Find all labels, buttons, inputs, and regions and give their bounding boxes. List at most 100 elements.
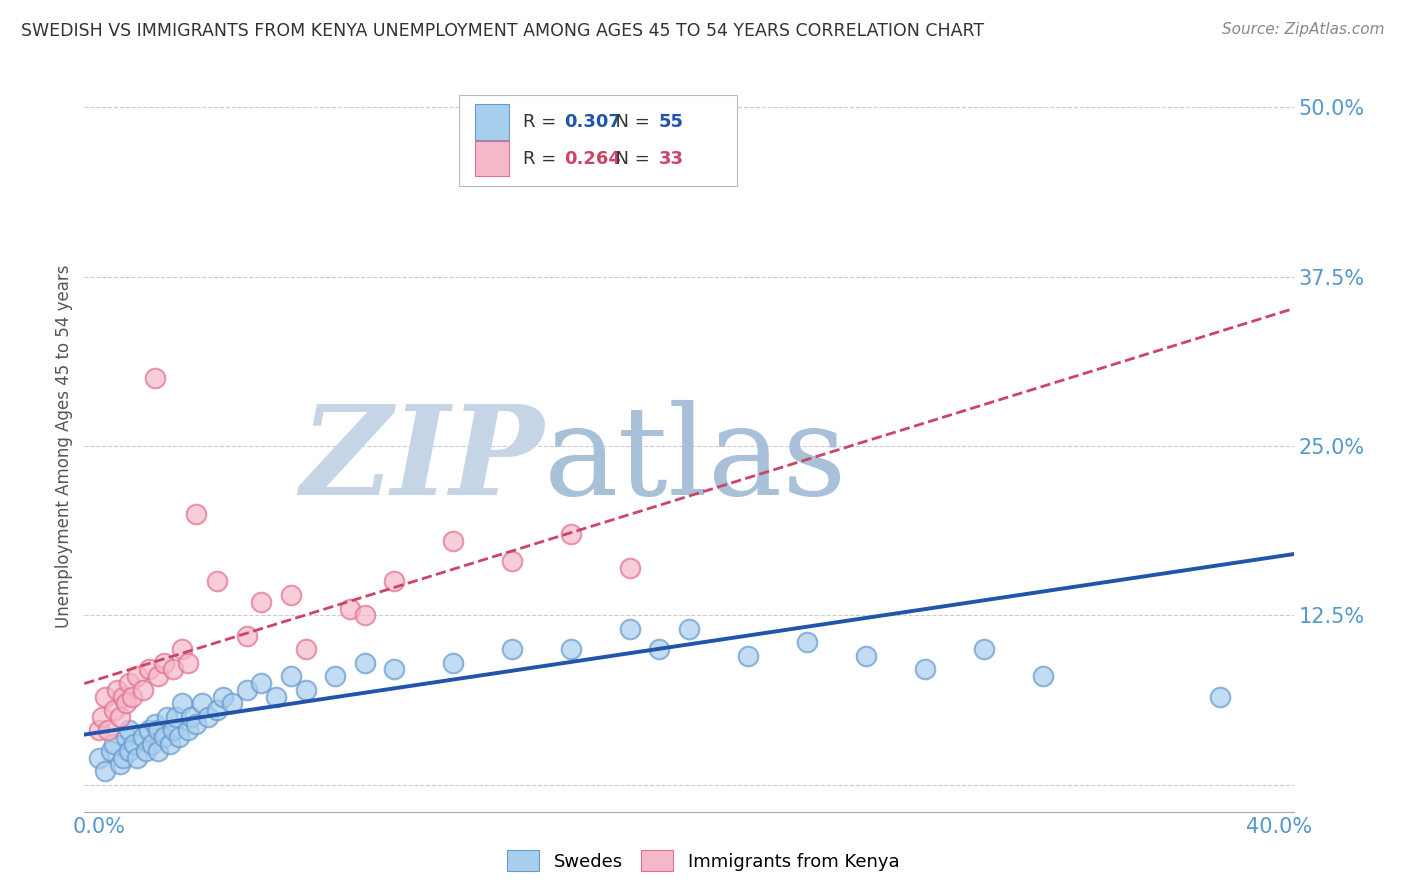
- Point: [560, 527, 582, 541]
- Point: [132, 682, 155, 697]
- Point: [94, 690, 117, 704]
- Point: [212, 690, 235, 704]
- Point: [146, 723, 169, 738]
- Text: 33: 33: [659, 150, 683, 168]
- Point: [323, 669, 346, 683]
- Point: [619, 561, 641, 575]
- FancyBboxPatch shape: [475, 141, 509, 176]
- Point: [264, 690, 287, 704]
- Point: [191, 697, 214, 711]
- Point: [1209, 690, 1232, 704]
- Text: atlas: atlas: [544, 401, 848, 521]
- Point: [165, 710, 187, 724]
- Point: [135, 744, 157, 758]
- Point: [153, 656, 176, 670]
- Point: [146, 744, 169, 758]
- Point: [138, 663, 160, 677]
- Point: [143, 716, 166, 731]
- Point: [180, 710, 202, 724]
- Point: [87, 723, 110, 738]
- Point: [176, 723, 198, 738]
- Point: [167, 730, 190, 744]
- Point: [221, 697, 243, 711]
- Point: [250, 595, 273, 609]
- Point: [121, 690, 143, 704]
- Point: [382, 663, 405, 677]
- Text: 0.307: 0.307: [564, 113, 621, 131]
- Point: [235, 629, 257, 643]
- Point: [855, 648, 877, 663]
- Point: [94, 764, 117, 778]
- Point: [103, 703, 125, 717]
- Point: [162, 663, 184, 677]
- Point: [127, 669, 149, 683]
- Point: [162, 723, 184, 738]
- Point: [619, 622, 641, 636]
- Point: [280, 669, 302, 683]
- Point: [560, 642, 582, 657]
- Point: [914, 663, 936, 677]
- Point: [707, 141, 730, 155]
- Point: [87, 750, 110, 764]
- Point: [153, 730, 176, 744]
- Point: [127, 750, 149, 764]
- Point: [796, 635, 818, 649]
- Text: N =: N =: [605, 113, 655, 131]
- Point: [250, 676, 273, 690]
- Point: [501, 554, 523, 568]
- Point: [159, 737, 181, 751]
- Point: [105, 682, 128, 697]
- Point: [648, 642, 671, 657]
- Point: [141, 737, 163, 751]
- Point: [280, 588, 302, 602]
- Point: [111, 750, 134, 764]
- Text: 0.264: 0.264: [564, 150, 621, 168]
- Point: [382, 574, 405, 589]
- Point: [353, 608, 375, 623]
- Point: [97, 723, 120, 738]
- FancyBboxPatch shape: [475, 104, 509, 139]
- Point: [235, 682, 257, 697]
- Text: ZIP: ZIP: [299, 400, 544, 522]
- FancyBboxPatch shape: [460, 95, 737, 186]
- Point: [108, 757, 131, 772]
- Point: [170, 697, 193, 711]
- Point: [91, 710, 114, 724]
- Point: [678, 622, 700, 636]
- Point: [205, 574, 228, 589]
- Point: [111, 690, 134, 704]
- Point: [737, 648, 759, 663]
- Point: [138, 723, 160, 738]
- Point: [103, 737, 125, 751]
- Point: [100, 744, 122, 758]
- Point: [501, 642, 523, 657]
- Point: [114, 730, 136, 744]
- Point: [114, 697, 136, 711]
- Point: [124, 737, 146, 751]
- Text: R =: R =: [523, 113, 562, 131]
- Y-axis label: Unemployment Among Ages 45 to 54 years: Unemployment Among Ages 45 to 54 years: [55, 264, 73, 628]
- Point: [205, 703, 228, 717]
- Point: [156, 710, 179, 724]
- Point: [186, 507, 208, 521]
- Point: [117, 676, 139, 690]
- Point: [441, 656, 464, 670]
- Point: [441, 533, 464, 548]
- Point: [973, 642, 995, 657]
- Point: [197, 710, 219, 724]
- Point: [117, 723, 139, 738]
- Point: [294, 682, 316, 697]
- Point: [170, 642, 193, 657]
- Legend: Swedes, Immigrants from Kenya: Swedes, Immigrants from Kenya: [499, 843, 907, 879]
- Point: [146, 669, 169, 683]
- Point: [1032, 669, 1054, 683]
- Text: 55: 55: [659, 113, 683, 131]
- Text: R =: R =: [523, 150, 562, 168]
- Point: [294, 642, 316, 657]
- Point: [353, 656, 375, 670]
- Text: SWEDISH VS IMMIGRANTS FROM KENYA UNEMPLOYMENT AMONG AGES 45 TO 54 YEARS CORRELAT: SWEDISH VS IMMIGRANTS FROM KENYA UNEMPLO…: [21, 22, 984, 40]
- Point: [176, 656, 198, 670]
- Point: [108, 710, 131, 724]
- Point: [339, 601, 361, 615]
- Point: [117, 744, 139, 758]
